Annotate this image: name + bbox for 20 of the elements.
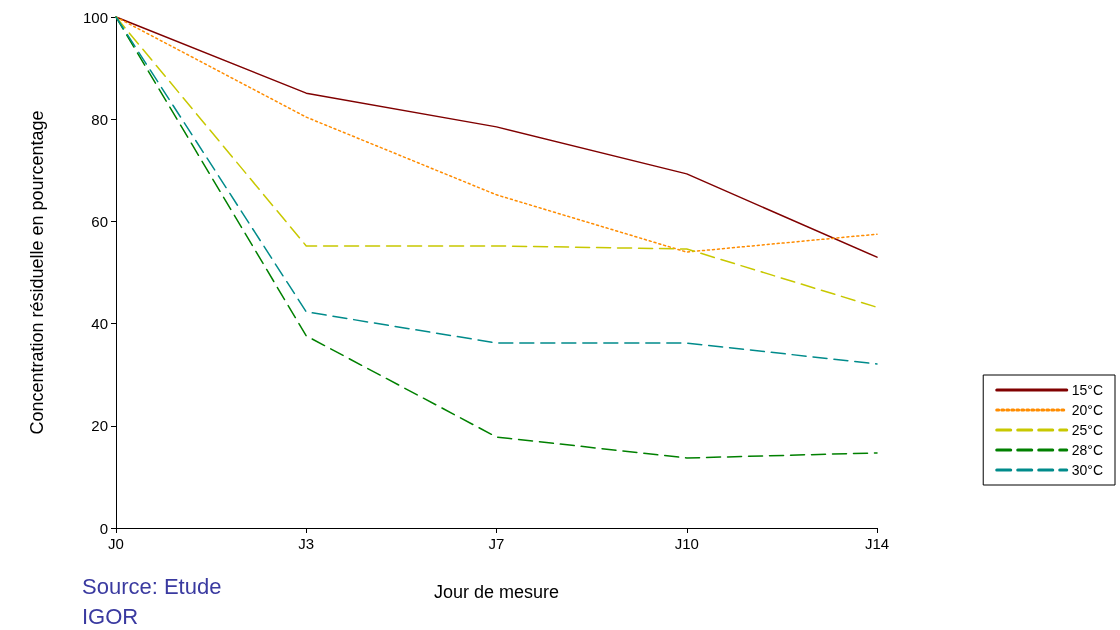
legend-label: 25°C: [1071, 422, 1103, 438]
x-tick-label: J3: [298, 535, 315, 552]
source-note: Source: Etude IGOR: [82, 573, 223, 630]
y-tick-label: 0: [99, 519, 108, 537]
x-axis-title: Jour de mesure: [433, 582, 560, 602]
x-tick-label: J7: [488, 535, 505, 552]
legend-label: 20°C: [1071, 402, 1103, 418]
x-tick-label: J10: [674, 535, 699, 552]
y-tick-label: 100: [82, 8, 108, 26]
y-tick-label: 80: [91, 110, 108, 128]
legend-label: 28°C: [1071, 442, 1103, 458]
y-tick-label: 40: [91, 315, 108, 333]
y-tick-label: 60: [91, 212, 108, 230]
y-axis-title: Concentration résiduelle en pourcentage: [27, 110, 47, 435]
y-tick-label: 20: [91, 417, 108, 435]
line-series: [115, 16, 878, 365]
x-tick-label: J0: [108, 535, 124, 552]
legend-label: 30°C: [1071, 462, 1103, 478]
x-tick-label: J14: [864, 535, 890, 552]
legend-label: 15°C: [1071, 382, 1103, 398]
